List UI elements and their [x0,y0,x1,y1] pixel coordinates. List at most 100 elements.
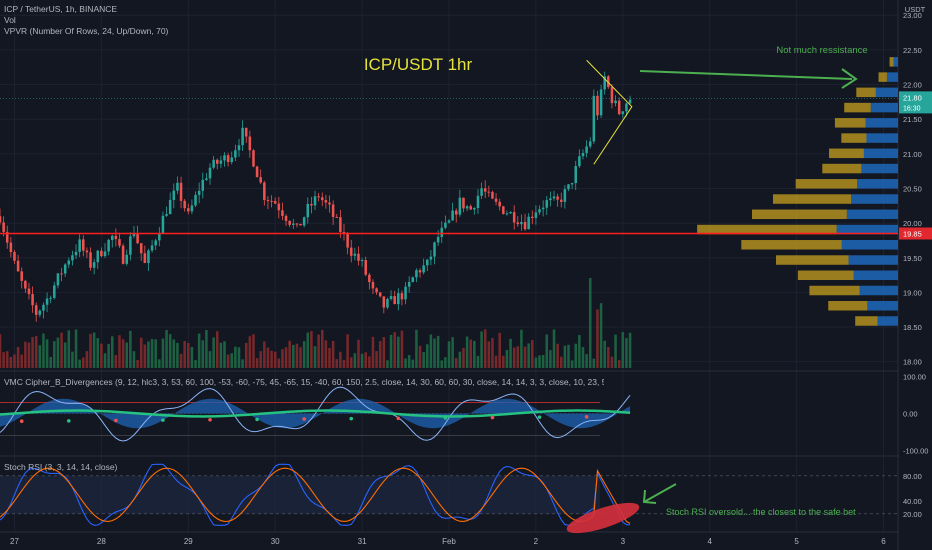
candle-body [241,127,244,146]
symbol-line[interactable]: ICP / TetherUS, 1h, BINANCE [4,4,118,14]
volume-bar [183,340,186,368]
volume-bar [92,332,96,368]
volume-bar [505,349,509,368]
vpvr-up-bar [861,163,898,174]
volume-bar [0,334,2,368]
volume-bar [118,335,121,368]
volume-bar [313,346,317,368]
candle-body [219,160,223,164]
candle-body [585,146,588,154]
volume-bar [603,340,606,368]
volume-bar [400,330,404,368]
candle-body [139,243,143,254]
volume-bar [71,351,74,368]
volume-bar [512,347,516,368]
candle-body [386,298,389,308]
candle-body [328,202,331,205]
time-tick-label: 27 [10,537,19,546]
volume-bar [545,334,549,368]
oversold-highlight [566,502,640,534]
time-tick-label: 3 [621,537,626,546]
volume-bar [24,341,27,368]
candle-body [190,205,194,212]
candle-body [292,223,295,225]
candle-body [154,240,157,246]
candle-body [494,198,498,202]
vpvr-down-bar [697,224,837,235]
stoch-rsi-pane: Stoch RSI oversold... the closest to the… [0,463,898,534]
volume-bar [549,350,552,368]
resistance-arrow-head [841,68,858,89]
volume-bar [270,350,273,368]
candle-body [545,200,549,208]
vpvr-down-bar [809,285,860,296]
volume-bar [353,353,357,368]
vmc-signal-dot [349,416,354,421]
candle-body [491,191,494,199]
candle-body [45,298,49,305]
candle-body [599,89,603,116]
vpvr-down-bar [834,118,866,128]
candle-body [194,194,197,206]
volume-bar [255,358,259,368]
candle-body [480,188,483,196]
vpvr-legend[interactable]: VPVR (Number Of Rows, 24, Up/Down, 70) [4,26,169,36]
price-tick-label: 18.50 [903,323,922,332]
vpvr-up-bar [875,87,898,98]
volume-bar [534,357,538,368]
candle-body [556,196,559,200]
volume-bar [85,351,89,368]
vmc-signal-dot [584,415,589,419]
volume-bar [444,357,447,368]
vmc-legend[interactable]: VMC Cipher_B_Divergences (9, 12, hlc3, 3… [4,377,604,387]
volume-bar [161,338,165,368]
time-tick-label: 29 [184,537,193,546]
vpvr-up-bar [846,209,898,220]
candle-body [549,198,552,201]
volume-bar [288,340,291,368]
vmc-signal-dot [396,416,401,421]
countdown-value: 16:30 [903,105,921,112]
volume-bar [502,355,505,368]
candle-body [559,199,563,202]
candle-body [509,212,512,214]
volume-bar [56,337,60,368]
candle-body [415,270,418,278]
volume-bar [440,360,444,368]
volume-bar [234,346,237,368]
vpvr-up-bar [893,57,898,67]
volume-bar [328,348,331,368]
candle-body [306,203,310,218]
volume-bar [389,334,393,368]
volume-bar [610,356,614,368]
vpvr-up-bar [863,148,898,159]
price-tick-label: 20.50 [903,184,922,193]
candle-body [368,274,371,283]
candle-body [357,253,360,261]
volume-bar [74,329,78,368]
volume-bar [259,351,262,368]
vol-legend[interactable]: Vol [4,15,16,25]
volume-bar [190,346,194,368]
stoch-tick-label: 80.00 [903,472,922,481]
vmc-wave-line [0,386,631,442]
volume-bar [292,344,295,368]
candle-body [523,222,527,230]
candle-body [2,222,5,232]
volume-bar [462,348,465,368]
candle-body [444,222,447,228]
candle-body [110,235,114,240]
candle-body [596,95,599,116]
vmc-tick-label: -100.00 [903,446,928,455]
volume-bar [331,341,335,368]
candle-body [74,251,78,256]
volume-bar [219,342,223,368]
candle-body [603,76,606,90]
vmc-money-flow [0,409,631,418]
chart-annotation-title: ICP/USDT 1hr [364,55,473,74]
stoch-legend[interactable]: Stoch RSI (3, 3, 14, 14, close) [4,462,118,472]
volume-bar [136,359,139,368]
vpvr-down-bar [772,194,852,204]
